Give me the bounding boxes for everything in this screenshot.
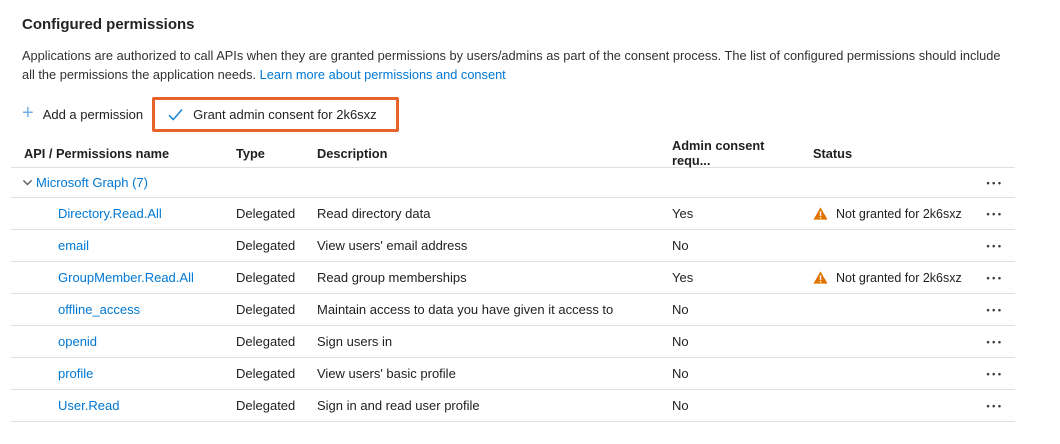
api-group-row: Microsoft Graph (7) ••• xyxy=(11,168,1015,198)
permission-description-cell: Sign in and read user profile xyxy=(317,398,480,413)
status-cell: Not granted for 2k6sxz xyxy=(805,207,975,221)
permission-type-cell: Delegated xyxy=(236,302,296,317)
admin-consent-required-cell: No xyxy=(672,334,689,349)
add-permission-button[interactable]: + Add a permission xyxy=(22,102,144,124)
table-row: openid Delegated Sign users in No ••• xyxy=(11,326,1015,358)
permission-description-cell: Sign users in xyxy=(317,334,393,349)
permission-type-cell: Delegated xyxy=(236,334,296,349)
admin-consent-required-cell: No xyxy=(672,238,689,253)
table-header-row: API / Permissions name Type Description … xyxy=(11,138,1015,168)
more-options-button[interactable]: ••• xyxy=(983,303,1008,317)
permission-description-cell: Read directory data xyxy=(317,206,431,221)
table-row: profile Delegated View users' basic prof… xyxy=(11,358,1015,390)
more-options-button[interactable]: ••• xyxy=(983,207,1008,221)
section-title: Configured permissions xyxy=(22,16,195,33)
checkmark-icon xyxy=(167,107,184,122)
permission-description-cell: Maintain access to data you have given i… xyxy=(317,302,614,317)
description-line-2-text: all the permissions the application need… xyxy=(22,67,257,82)
permission-name-link[interactable]: Directory.Read.All xyxy=(58,206,162,221)
column-header-description: Description xyxy=(317,145,388,161)
admin-consent-required-cell: Yes xyxy=(672,270,694,285)
warning-icon xyxy=(813,271,828,284)
permission-name-link[interactable]: profile xyxy=(58,366,94,381)
column-header-type: Type xyxy=(236,145,265,161)
permission-description-cell: View users' email address xyxy=(317,238,468,253)
more-options-button[interactable]: ••• xyxy=(983,239,1008,253)
column-header-api-permissions-name: API / Permissions name xyxy=(24,145,170,161)
permission-name-cell: openid xyxy=(11,334,236,349)
permissions-table: API / Permissions name Type Description … xyxy=(11,138,1015,422)
permission-type-cell: Delegated xyxy=(236,206,296,221)
column-header-status: Status xyxy=(813,145,853,161)
column-header-admin-consent: Admin consent requ... xyxy=(672,138,765,168)
permission-name-cell: GroupMember.Read.All xyxy=(11,270,236,285)
admin-consent-required-cell: No xyxy=(672,398,689,413)
api-group-cell: Microsoft Graph (7) xyxy=(11,175,975,190)
grant-admin-consent-button[interactable]: Grant admin consent for 2k6sxz xyxy=(167,107,377,122)
permission-type-cell: Delegated xyxy=(236,398,296,413)
permission-type-cell: Delegated xyxy=(236,270,296,285)
more-options-button[interactable]: ••• xyxy=(983,176,1008,190)
grant-consent-highlight-box: Grant admin consent for 2k6sxz xyxy=(152,96,399,132)
status-text: Not granted for 2k6sxz xyxy=(836,270,962,285)
permission-name-cell: User.Read xyxy=(11,398,236,413)
table-body: Directory.Read.All Delegated Read direct… xyxy=(11,198,1015,422)
plus-icon: + xyxy=(22,102,34,124)
chevron-down-icon[interactable] xyxy=(21,176,34,189)
configured-permissions-section: Configured permissions Applications are … xyxy=(11,16,1040,422)
description-line-2: all the permissions the application need… xyxy=(22,65,1040,84)
status-text: Not granted for 2k6sxz xyxy=(836,206,962,221)
more-options-button[interactable]: ••• xyxy=(983,399,1008,413)
description-line-1: Applications are authorized to call APIs… xyxy=(22,48,1001,63)
table-row: GroupMember.Read.All Delegated Read grou… xyxy=(11,262,1015,294)
permission-description-cell: Read group memberships xyxy=(317,270,467,285)
toolbar: + Add a permission Grant admin consent f… xyxy=(22,96,1040,132)
more-options-button[interactable]: ••• xyxy=(983,335,1008,349)
table-row: User.Read Delegated Sign in and read use… xyxy=(11,390,1015,422)
permission-description-cell: View users' basic profile xyxy=(317,366,456,381)
permission-name-link[interactable]: email xyxy=(58,238,90,253)
more-options-button[interactable]: ••• xyxy=(983,367,1008,381)
table-row: Directory.Read.All Delegated Read direct… xyxy=(11,198,1015,230)
warning-icon xyxy=(813,207,828,220)
permission-name-cell: profile xyxy=(11,366,236,381)
permission-name-link[interactable]: openid xyxy=(58,334,98,349)
table-row: email Delegated View users' email addres… xyxy=(11,230,1015,262)
admin-consent-required-cell: No xyxy=(672,302,689,317)
admin-consent-required-cell: No xyxy=(672,366,689,381)
grant-admin-consent-label: Grant admin consent for 2k6sxz xyxy=(193,106,377,122)
permission-name-link[interactable]: User.Read xyxy=(58,398,120,413)
permission-name-cell: email xyxy=(11,238,236,253)
status-cell: Not granted for 2k6sxz xyxy=(805,271,975,285)
permission-type-cell: Delegated xyxy=(236,366,296,381)
permission-name-cell: offline_access xyxy=(11,302,236,317)
permission-name-link[interactable]: GroupMember.Read.All xyxy=(58,270,194,285)
admin-consent-required-cell: Yes xyxy=(672,206,694,221)
microsoft-graph-link[interactable]: Microsoft Graph (7) xyxy=(36,175,148,190)
section-description: Applications are authorized to call APIs… xyxy=(22,46,1040,84)
table-row: offline_access Delegated Maintain access… xyxy=(11,294,1015,326)
permission-name-link[interactable]: offline_access xyxy=(58,302,141,317)
permission-type-cell: Delegated xyxy=(236,238,296,253)
add-permission-label: Add a permission xyxy=(42,106,144,122)
permission-name-cell: Directory.Read.All xyxy=(11,206,236,221)
more-options-button[interactable]: ••• xyxy=(983,271,1008,285)
learn-more-link[interactable]: Learn more about permissions and consent xyxy=(259,67,506,82)
